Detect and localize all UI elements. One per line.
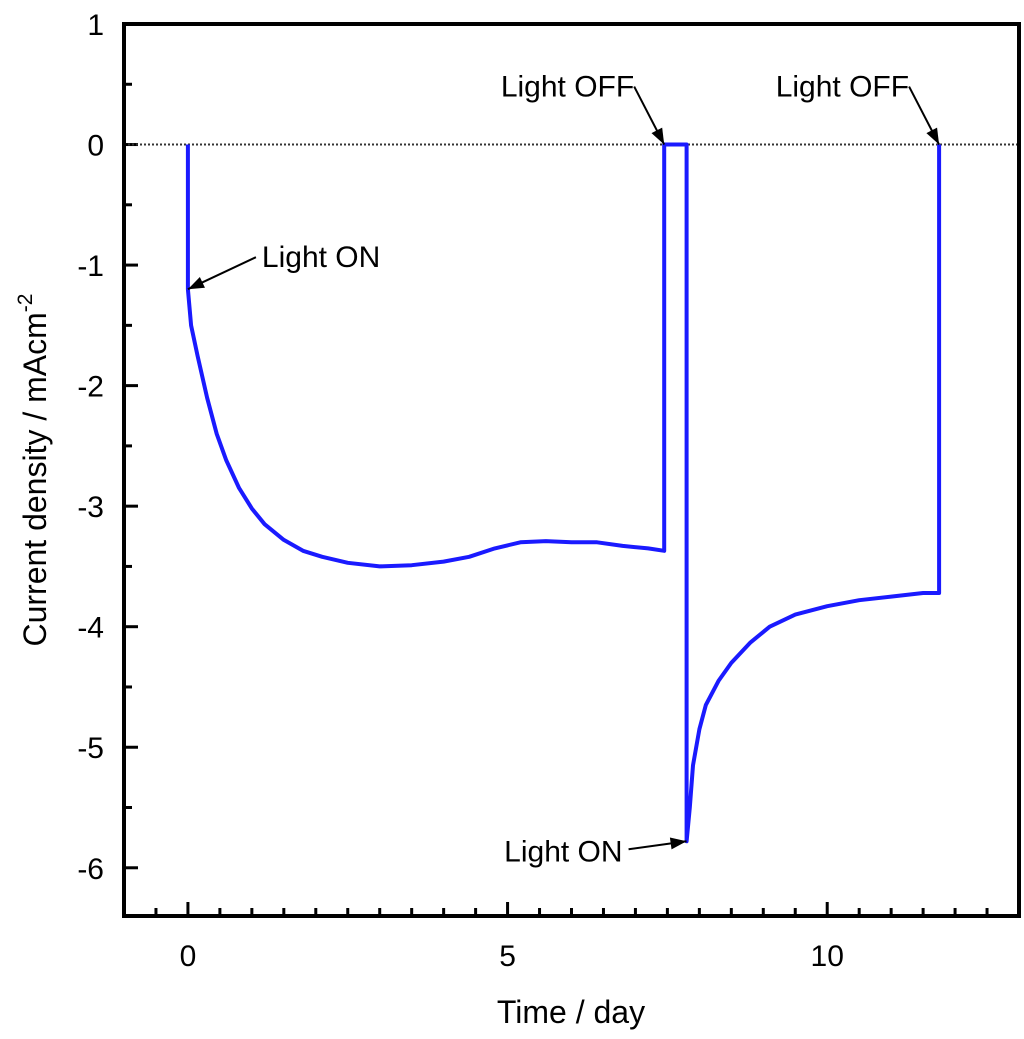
x-tick-label: 5 (499, 940, 516, 973)
y-axis-title: Current density / mAcm-2 (14, 294, 53, 647)
annotation-label: Light OFF (501, 71, 634, 104)
annotation-arrowhead (187, 276, 205, 290)
annotation: Light OFF (776, 71, 940, 145)
series-line (185, 142, 942, 844)
annotations: Light ON Light OFF Light OFF Light ON (187, 71, 940, 868)
annotation-arrowhead (669, 837, 687, 850)
annotation: Light OFF (501, 71, 666, 145)
y-tick-label: -2 (77, 371, 104, 404)
y-tick-label: -3 (77, 491, 104, 524)
y-tick-label: 1 (87, 9, 104, 42)
x-tick-label: 0 (180, 940, 197, 973)
y-tick-label: 0 (87, 130, 104, 163)
annotation: Light ON (187, 241, 380, 291)
series-group (185, 142, 942, 844)
y-tick-label: -6 (77, 853, 104, 886)
x-tick-label: 10 (811, 940, 844, 973)
annotation-label: Light ON (262, 241, 380, 274)
x-axis-title: Time / day (497, 994, 645, 1030)
y-tick-label: -4 (77, 612, 104, 645)
annotation-arrowhead (651, 127, 665, 145)
annotation: Light ON (504, 835, 687, 868)
y-axis-title-main: Current density / mAcm (17, 312, 53, 646)
annotation-arrowhead (926, 127, 940, 145)
annotation-label: Light OFF (776, 71, 909, 104)
axis-ticks (124, 22, 989, 916)
y-tick-label: -5 (77, 732, 104, 765)
plot-frame (122, 22, 1021, 918)
annotation-label: Light ON (504, 835, 622, 868)
y-axis-title-superscript: -2 (14, 294, 37, 313)
y-tick-label: -1 (77, 250, 104, 283)
